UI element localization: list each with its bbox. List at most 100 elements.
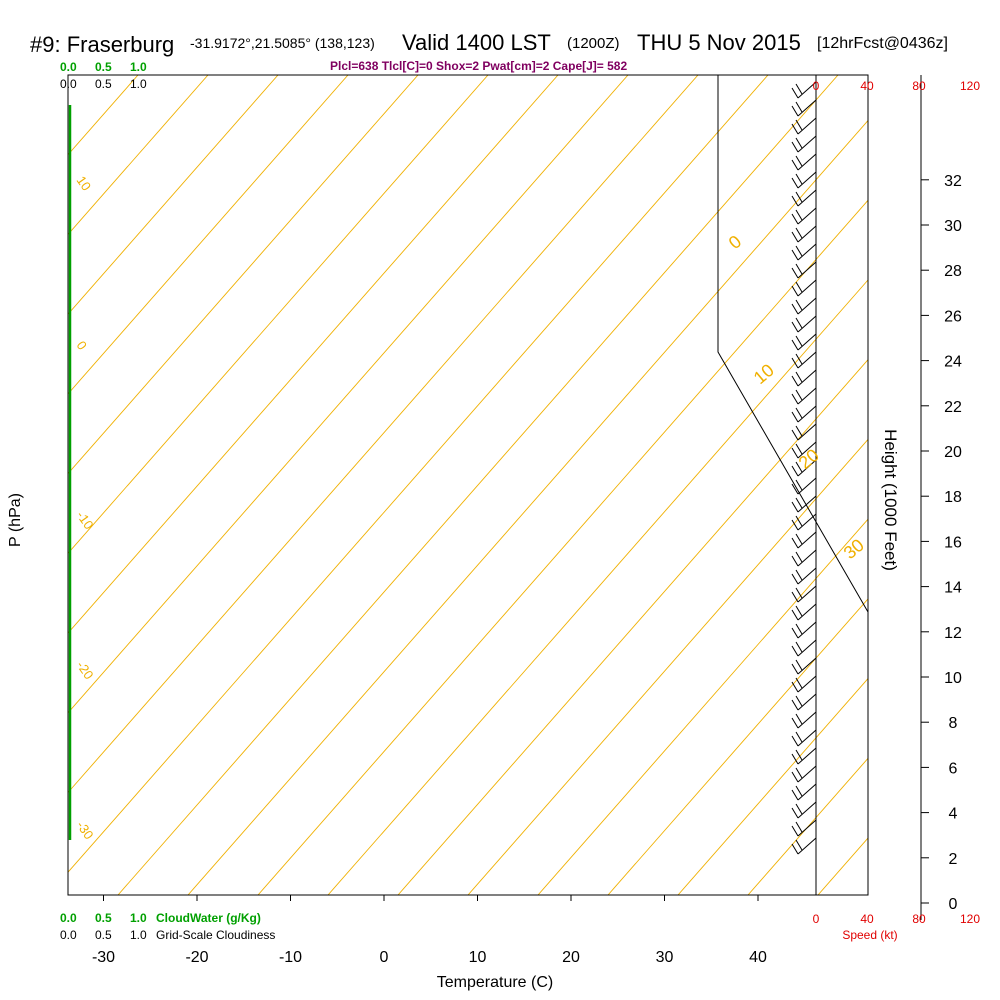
wind-barb-flag bbox=[795, 173, 803, 185]
wind-barb-flag bbox=[791, 465, 799, 477]
wind-barb bbox=[791, 351, 817, 369]
wind-barb-staff bbox=[797, 459, 817, 477]
wind-barb bbox=[791, 531, 817, 549]
wind-barb-flag bbox=[791, 573, 799, 585]
isotherm-label: -30 bbox=[74, 818, 97, 842]
dry-adiabat-line bbox=[397, 359, 868, 895]
dry-adiabat-line bbox=[257, 199, 868, 895]
height-tick-label: 30 bbox=[944, 218, 962, 235]
wind-barb-flag bbox=[791, 771, 799, 783]
wind-barb-flag bbox=[795, 713, 803, 725]
height-tick-label: 16 bbox=[944, 534, 962, 551]
station-coords: -31.9172°,21.5085° (138,123) bbox=[190, 35, 375, 51]
wind-barb-staff bbox=[797, 819, 817, 837]
wind-barb-flag bbox=[795, 263, 803, 275]
dry-adiabat-line bbox=[68, 75, 69, 76]
wind-barb-flag bbox=[791, 717, 799, 729]
speed-axis-title: Speed (kt) bbox=[842, 928, 897, 942]
wind-barb bbox=[791, 639, 817, 657]
temperature-tick-label: 20 bbox=[562, 949, 580, 966]
dry-adiabat-label: 10 bbox=[750, 360, 778, 388]
dry-adiabat-line bbox=[467, 438, 868, 895]
isotherm-label: 10 bbox=[74, 173, 95, 193]
wind-barb-staff bbox=[797, 765, 817, 783]
dry-adiabat-label: 30 bbox=[840, 535, 868, 563]
wind-barb-staff bbox=[797, 135, 817, 153]
wind-barb-flag bbox=[795, 695, 803, 707]
wind-barb-staff bbox=[797, 405, 817, 423]
dry-adiabat-line bbox=[68, 75, 279, 315]
wind-barb bbox=[791, 387, 817, 405]
dry-adiabat-line bbox=[68, 75, 419, 475]
temperature-tick-label: -10 bbox=[279, 949, 302, 966]
temperature-tick-label: 10 bbox=[469, 949, 487, 966]
wind-barb-staff bbox=[797, 243, 817, 261]
dry-adiabat-line bbox=[888, 75, 1000, 895]
wind-barb-flag bbox=[791, 627, 799, 639]
wind-barb-flag bbox=[795, 443, 803, 455]
wind-barb-flag bbox=[795, 353, 803, 365]
station-title: #9: Fraserburg bbox=[30, 32, 174, 57]
wind-barb-staff bbox=[797, 261, 817, 279]
wind-barb-staff bbox=[797, 369, 817, 387]
wind-barb-flag bbox=[791, 267, 799, 279]
height-tick-label: 18 bbox=[944, 489, 962, 506]
wind-barb-staff bbox=[797, 441, 817, 459]
wind-barb-flag bbox=[795, 281, 803, 293]
wind-barb-flag bbox=[795, 659, 803, 671]
wind-barb-flag bbox=[795, 731, 803, 743]
wind-barb-flag bbox=[795, 191, 803, 203]
wind-barb-flag bbox=[795, 803, 803, 815]
cloudiness-bottom-tick-0: 0.0 bbox=[60, 928, 77, 942]
y-axis-title: P (hPa) bbox=[7, 493, 24, 547]
wind-barb bbox=[791, 153, 817, 171]
wind-barb bbox=[791, 801, 817, 819]
cloudiness-bottom-tick-1: 0.5 bbox=[95, 928, 112, 942]
dry-adiabat-line bbox=[327, 279, 868, 895]
cloudwater-bottom-tick-1: 0.5 bbox=[95, 911, 112, 925]
wind-barb bbox=[791, 729, 817, 747]
height-tick-label: 14 bbox=[944, 580, 962, 597]
wind-barb-flag bbox=[791, 87, 799, 99]
wind-barb-staff bbox=[797, 837, 817, 855]
wind-barb bbox=[791, 81, 817, 99]
wind-barb-flag bbox=[791, 789, 799, 801]
wind-barb-flag bbox=[791, 123, 799, 135]
wind-barb-flag bbox=[795, 839, 803, 851]
forecast-run: [12hrFcst@0436z] bbox=[817, 35, 948, 52]
wind-barb-staff bbox=[797, 693, 817, 711]
cloudiness-tick-2: 1.0 bbox=[130, 77, 147, 91]
wind-barb bbox=[791, 585, 817, 603]
height-tick-label: 26 bbox=[944, 308, 962, 325]
wind-barb bbox=[791, 621, 817, 639]
height-tick-label: 4 bbox=[949, 806, 958, 823]
wind-barb bbox=[791, 477, 817, 495]
wind-barb-flag bbox=[791, 501, 799, 513]
cloudwater-tick-2: 1.0 bbox=[130, 60, 147, 74]
wind-barb-flag bbox=[795, 227, 803, 239]
dry-adiabat-line bbox=[817, 837, 868, 895]
wind-barb-flag bbox=[791, 159, 799, 171]
wind-barb-staff bbox=[797, 801, 817, 819]
wind-barb-flag bbox=[795, 317, 803, 329]
wind-barb-staff bbox=[797, 423, 817, 441]
wind-barb-flag bbox=[791, 609, 799, 621]
cloudwater-tick-1: 0.5 bbox=[95, 60, 112, 74]
wind-barb bbox=[791, 495, 817, 513]
wind-barb-staff bbox=[797, 207, 817, 225]
wind-barb-flag bbox=[791, 429, 799, 441]
wind-barb-staff bbox=[797, 81, 817, 99]
height-tick-label: 12 bbox=[944, 625, 962, 642]
wind-barb-flag bbox=[791, 357, 799, 369]
height-tick-label: 24 bbox=[944, 354, 962, 371]
stability-indices: Plcl=638 Tlcl[C]=0 Shox=2 Pwat[cm]=2 Cap… bbox=[330, 59, 627, 73]
wind-barb bbox=[791, 135, 817, 153]
wind-barb bbox=[791, 243, 817, 261]
wind-barb-staff bbox=[797, 351, 817, 369]
dry-adiabat-label: 0 bbox=[725, 231, 746, 253]
wind-barb-flag bbox=[795, 551, 803, 563]
wind-barb-flag bbox=[791, 483, 799, 495]
wind-barb-flag bbox=[795, 641, 803, 653]
plot-frame bbox=[67, 74, 869, 896]
wind-barb-flag bbox=[791, 141, 799, 153]
